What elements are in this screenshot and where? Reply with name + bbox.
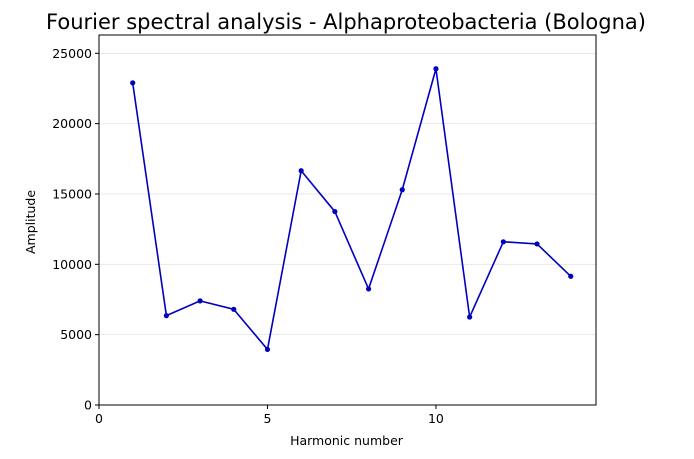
data-point-3 [197, 298, 203, 304]
y-tick-label-4: 20000 [52, 116, 92, 131]
series-line-0 [131, 67, 572, 351]
y-tick-label-3: 15000 [52, 186, 92, 201]
y-axis-label: Amplitude [23, 190, 38, 254]
data-point-13 [534, 241, 540, 247]
y-tick-label-0: 0 [84, 398, 92, 413]
data-point-12 [500, 239, 506, 245]
y-tick-label-1: 5000 [60, 327, 92, 342]
chart-title: Fourier spectral analysis - Alphaproteob… [46, 10, 646, 34]
x-tick-label-1: 5 [263, 411, 271, 426]
data-point-8 [365, 286, 372, 292]
axis-ticks: 0 5000 10000 15000 20000 25000 0 5 10 [52, 46, 444, 426]
data-point-1 [130, 80, 136, 86]
data-point-11 [467, 314, 473, 320]
y-tick-label-2: 10000 [52, 257, 92, 272]
data-point-9 [399, 187, 405, 193]
data-point-4 [231, 306, 237, 312]
plot-frame [98, 34, 597, 406]
data-point-10 [433, 66, 439, 72]
x-tick-label-0: 0 [95, 411, 103, 426]
data-point-5 [264, 346, 271, 353]
x-tick-label-2: 10 [428, 411, 444, 426]
y-tick-label-5: 25000 [52, 46, 92, 61]
data-point-7 [332, 208, 338, 215]
data-point-2 [163, 313, 169, 319]
series-line-group [130, 66, 574, 353]
data-point-6 [298, 168, 304, 174]
x-axis-label: Harmonic number [290, 433, 404, 448]
plot-area [99, 35, 596, 405]
data-point-14 [568, 273, 574, 279]
